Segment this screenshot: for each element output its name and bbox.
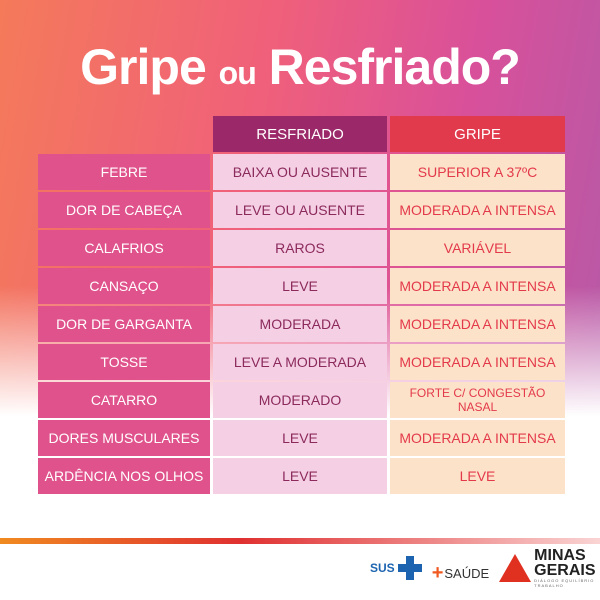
table-row: CANSAÇO LEVE MODERADA A INTENSA [38, 268, 565, 304]
resfriado-cell: BAIXA OU AUSENTE [213, 154, 387, 190]
symptom-cell: DOR DE GARGANTA [38, 306, 210, 342]
minas-gerais-logo: MINAS GERAIS DIÁLOGO EQUILÍBRIO TRABALHO [499, 548, 600, 588]
resfriado-cell: LEVE [213, 268, 387, 304]
symptom-cell: DOR DE CABEÇA [38, 192, 210, 228]
table-row: CATARRO MODERADO FORTE C/ CONGESTÃO NASAL [38, 382, 565, 418]
resfriado-cell: MODERADO [213, 382, 387, 418]
table-row: CALAFRIOS RAROS VARIÁVEL [38, 230, 565, 266]
footer-logos: SUS + SAÚDE MINAS GERAIS DIÁLOGO EQUILÍBRIO… [370, 548, 600, 589]
symptom-cell: CATARRO [38, 382, 210, 418]
saude-logo: + SAÚDE [431, 561, 490, 584]
header-resfriado: RESFRIADO [213, 116, 387, 152]
cross-icon [397, 556, 422, 580]
resfriado-cell: LEVE [213, 458, 387, 494]
symptom-cell: CANSAÇO [38, 268, 210, 304]
resfriado-cell: MODERADA [213, 306, 387, 342]
table-row: ARDÊNCIA NOS OLHOS LEVE LEVE [38, 458, 565, 494]
symptom-cell: FEBRE [38, 154, 210, 190]
table-row: DOR DE GARGANTA MODERADA MODERADA A INTENS… [38, 306, 565, 342]
symptom-cell: TOSSE [38, 344, 210, 380]
gripe-cell: VARIÁVEL [390, 230, 565, 266]
symptom-cell: ARDÊNCIA NOS OLHOS [38, 458, 210, 494]
gripe-cell: MODERADA A INTENSA [390, 268, 565, 304]
footer-stripe [0, 538, 600, 544]
page-title: Gripe ou Resfriado? [80, 39, 521, 95]
gripe-cell: FORTE C/ CONGESTÃO NASAL [390, 382, 565, 418]
header-gripe: GRIPE [390, 116, 565, 152]
plus-icon: + [431, 561, 444, 584]
gripe-cell: MODERADA A INTENSA [390, 192, 565, 228]
resfriado-cell: LEVE OU AUSENTE [213, 192, 387, 228]
symptom-cell: DORES MUSCULARES [38, 420, 210, 456]
header-row: RESFRIADO GRIPE [38, 116, 565, 152]
gripe-cell: LEVE [390, 458, 565, 494]
resfriado-cell: LEVE [213, 420, 387, 456]
table-row: FEBRE BAIXA OU AUSENTE SUPERIOR A 37ºC [38, 154, 565, 190]
triangle-icon [499, 554, 532, 582]
gripe-cell: MODERADA A INTENSA [390, 344, 565, 380]
gripe-cell: MODERADA A INTENSA [390, 420, 565, 456]
gripe-cell: MODERADA A INTENSA [390, 306, 565, 342]
resfriado-cell: RAROS [213, 230, 387, 266]
resfriado-cell: LEVE A MODERADA [213, 344, 387, 380]
comparison-table: RESFRIADO GRIPE FEBRE BAIXA OU AUSENTE SUP… [38, 116, 565, 496]
table-row: TOSSE LEVE A MODERADA MODERADA A INTENSA [38, 344, 565, 380]
table-row: DORES MUSCULARES LEVE MODERADA A INTENSA [38, 420, 565, 456]
symptom-cell: CALAFRIOS [38, 230, 210, 266]
gripe-cell: SUPERIOR A 37ºC [390, 154, 565, 190]
table-row: DOR DE CABEÇA LEVE OU AUSENTE MODERADA A I… [38, 192, 565, 228]
sus-logo: SUS [370, 556, 422, 580]
